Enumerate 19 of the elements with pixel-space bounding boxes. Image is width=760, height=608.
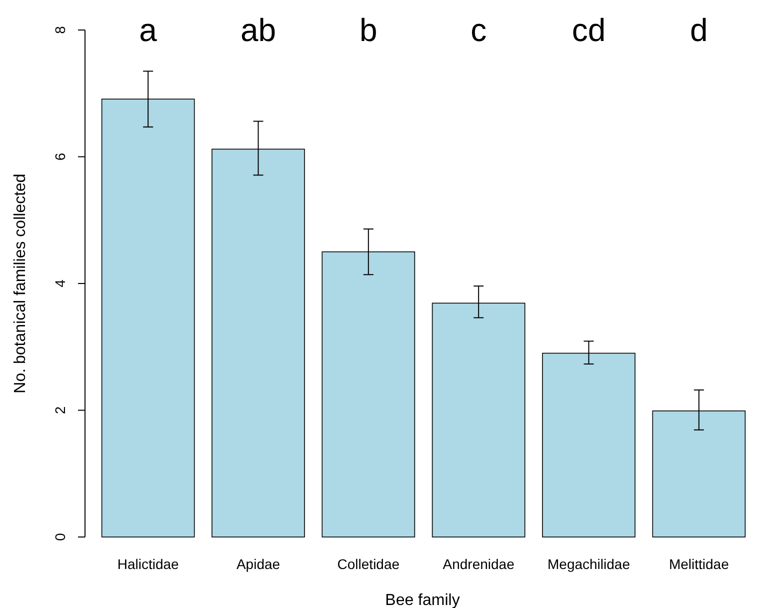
annotation: cd — [572, 12, 606, 48]
annotation: a — [139, 12, 158, 48]
x-axis-title: Bee family — [385, 592, 460, 608]
x-tick-label: Andrenidae — [442, 556, 515, 572]
y-tick-label: 6 — [52, 152, 68, 161]
annotation: ab — [240, 12, 276, 48]
y-tick-label: 8 — [52, 26, 68, 34]
annotation: d — [690, 12, 708, 48]
annotation: b — [360, 12, 378, 48]
annotation: c — [470, 12, 487, 48]
y-tick-label: 0 — [52, 532, 68, 541]
y-tick-label: 4 — [52, 279, 68, 288]
y-axis-title: No. botanical families collected — [12, 174, 29, 394]
x-tick-label: Colletidae — [337, 556, 400, 572]
x-tick-label: Apidae — [236, 556, 280, 572]
x-tick-label: Melittidae — [668, 556, 730, 572]
x-tick-label: Megachilidae — [548, 556, 630, 572]
x-tick-label: Halictidae — [117, 556, 180, 572]
y-tick-label: 2 — [52, 406, 68, 414]
